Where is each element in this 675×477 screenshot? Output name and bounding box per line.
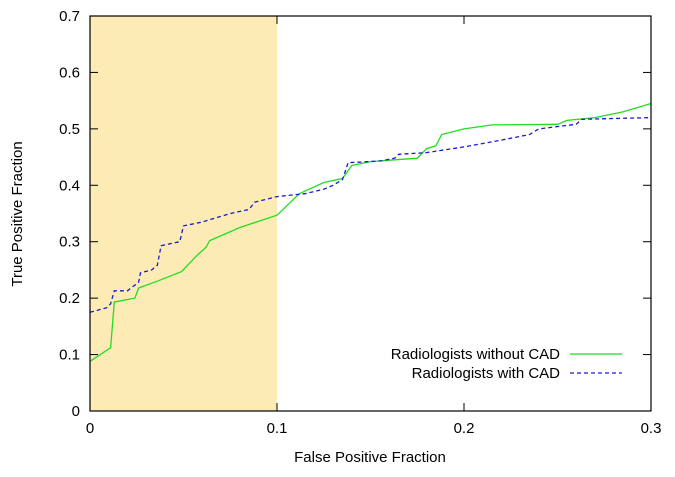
y-tick-label: 0.5: [59, 121, 80, 138]
x-tick-label: 0.2: [454, 420, 475, 437]
plot-frame: [89, 15, 652, 412]
y-axis-label: True Positive Fraction: [9, 141, 26, 286]
series-line: [89, 116, 652, 313]
x-tick-label: 0: [86, 420, 94, 437]
y-tick-label: 0.6: [59, 64, 80, 81]
y-tick-label: 0.3: [59, 234, 80, 251]
legend-label: Radiologists with CAD: [412, 365, 561, 382]
shaded-region: [90, 16, 277, 411]
y-tick-label: 0.7: [59, 8, 80, 25]
x-axis-label: False Positive Fraction: [294, 449, 446, 466]
y-tick-label: 0.4: [59, 177, 80, 194]
series-line: [89, 102, 652, 362]
y-tick-label: 0: [72, 403, 80, 420]
y-tick-label: 0.2: [59, 290, 80, 307]
y-tick-label: 0.1: [59, 347, 80, 364]
x-tick-label: 0.3: [641, 420, 662, 437]
legend-label: Radiologists without CAD: [391, 346, 560, 363]
x-tick-label: 0.1: [267, 420, 288, 437]
